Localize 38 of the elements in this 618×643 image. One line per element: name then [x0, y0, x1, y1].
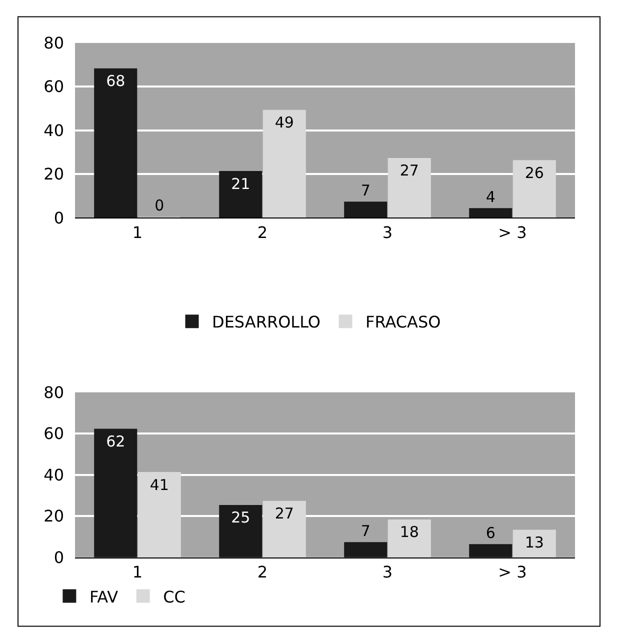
data-label: 27 [274, 504, 294, 523]
data-label: 18 [400, 523, 419, 542]
data-label: 21 [231, 174, 250, 193]
data-label: 26 [524, 164, 544, 182]
y-tick-label: 80 [44, 34, 64, 53]
y-tick-label: 0 [54, 548, 64, 567]
legend-label: CC [163, 587, 186, 606]
data-label: 0 [154, 196, 164, 215]
y-tick-label: 0 [54, 208, 64, 228]
legend-label: DESARROLLO [212, 312, 321, 332]
data-label: 4 [486, 188, 496, 206]
x-tick-label: 3 [382, 562, 393, 582]
y-tick-label: 60 [44, 77, 64, 96]
x-tick-label: > 3 [498, 222, 527, 242]
y-tick-label: 80 [44, 382, 64, 402]
y-tick-label: 40 [44, 120, 64, 140]
data-label: 41 [150, 476, 169, 494]
data-label: 62 [106, 432, 126, 450]
x-tick-label: 2 [257, 222, 268, 242]
data-label: 27 [400, 162, 419, 180]
x-tick-label: 1 [132, 222, 143, 242]
data-label: 7 [360, 522, 370, 540]
data-label: 6 [486, 524, 496, 542]
data-label: 25 [231, 508, 250, 527]
x-tick-label: > 3 [498, 562, 527, 582]
y-tick-label: 60 [44, 424, 64, 444]
y-tick-label: 40 [44, 465, 64, 484]
y-tick-label: 20 [44, 506, 64, 526]
data-label: 7 [360, 181, 370, 200]
y-tick-label: 20 [44, 164, 64, 184]
legend-label: FAV [89, 587, 118, 606]
legend-label: FRACASO [366, 312, 441, 332]
x-tick-label: 1 [132, 562, 143, 582]
data-label: 68 [106, 72, 126, 90]
x-tick-label: 2 [257, 562, 268, 582]
data-label: 13 [524, 534, 544, 552]
data-label: 49 [274, 114, 294, 132]
x-tick-label: 3 [382, 222, 393, 242]
